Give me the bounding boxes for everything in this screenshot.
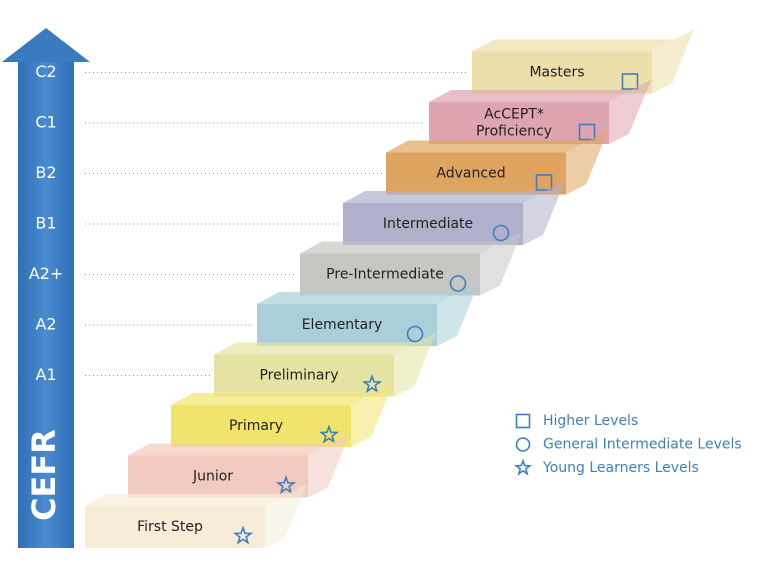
step-label: Junior [192,469,233,485]
step-label: Proficiency [476,124,552,140]
step-label: Intermediate [383,216,473,232]
step-top [429,90,631,102]
step-side [394,332,436,397]
step-front [171,405,351,447]
step: Intermediate [343,181,565,245]
step-front [85,506,265,548]
square-icon [578,123,596,141]
axis-title: CEFR [25,429,63,521]
step-top [472,39,674,52]
level-label: A2 [35,315,56,334]
step-side [609,80,651,144]
step: Preliminary [214,332,436,397]
step-label: Masters [529,65,584,81]
level-label: C2 [35,62,56,81]
step-front [214,354,394,397]
star-icon [513,458,533,476]
level-label: B2 [35,163,56,182]
step-side [308,433,350,498]
step-top [257,292,459,304]
legend-label: Young Learners Levels [542,460,699,476]
legend-label: Higher Levels [543,413,638,429]
square-icon [535,174,553,191]
square-icon [621,73,639,90]
step-front [128,455,308,498]
step: Elementary [257,282,479,346]
level-label: A1 [35,365,56,384]
step-label: First Step [137,519,203,535]
step-side [437,282,479,346]
circle-icon [406,325,424,343]
step-side [523,181,565,245]
step-label: Pre-Intermediate [326,267,444,283]
step-top [343,191,545,203]
step-top [85,494,287,506]
step: Junior [128,433,350,498]
step-top [128,443,330,456]
step-front [343,203,523,245]
step-side [652,29,694,94]
circle-icon [492,224,510,242]
step: Primary [171,383,393,447]
step-label: Primary [229,418,283,434]
step-label: Elementary [302,317,383,333]
legend-label: General Intermediate Levels [543,437,742,453]
step-front [300,253,480,296]
step-side [351,383,393,447]
step-top [171,393,373,405]
step-top [214,342,416,355]
step: Pre-Intermediate [300,231,522,296]
level-label: B1 [35,214,56,233]
step: AcCEPT*Proficiency [429,80,651,144]
star-icon [275,474,297,495]
star-icon [232,525,254,545]
step-label: Advanced [436,166,505,182]
step-label: Preliminary [259,368,338,384]
step-side [480,231,522,296]
star-icon [361,373,383,394]
step: Advanced [386,130,608,195]
level-label: C1 [35,113,56,132]
step-front [257,304,437,346]
step: First Step [85,484,307,548]
star-icon [318,424,340,444]
step-side [265,484,307,548]
step-side [566,130,608,195]
step: Masters [472,29,694,94]
arrow-shaft [18,60,74,548]
circle-icon [449,275,467,292]
step-top [386,140,588,153]
circle-icon [515,437,531,452]
arrow-head [2,28,90,62]
level-label: A2+ [29,264,64,283]
square-icon [515,413,531,429]
step-label: AcCEPT* [484,107,544,123]
step-top [300,241,502,254]
